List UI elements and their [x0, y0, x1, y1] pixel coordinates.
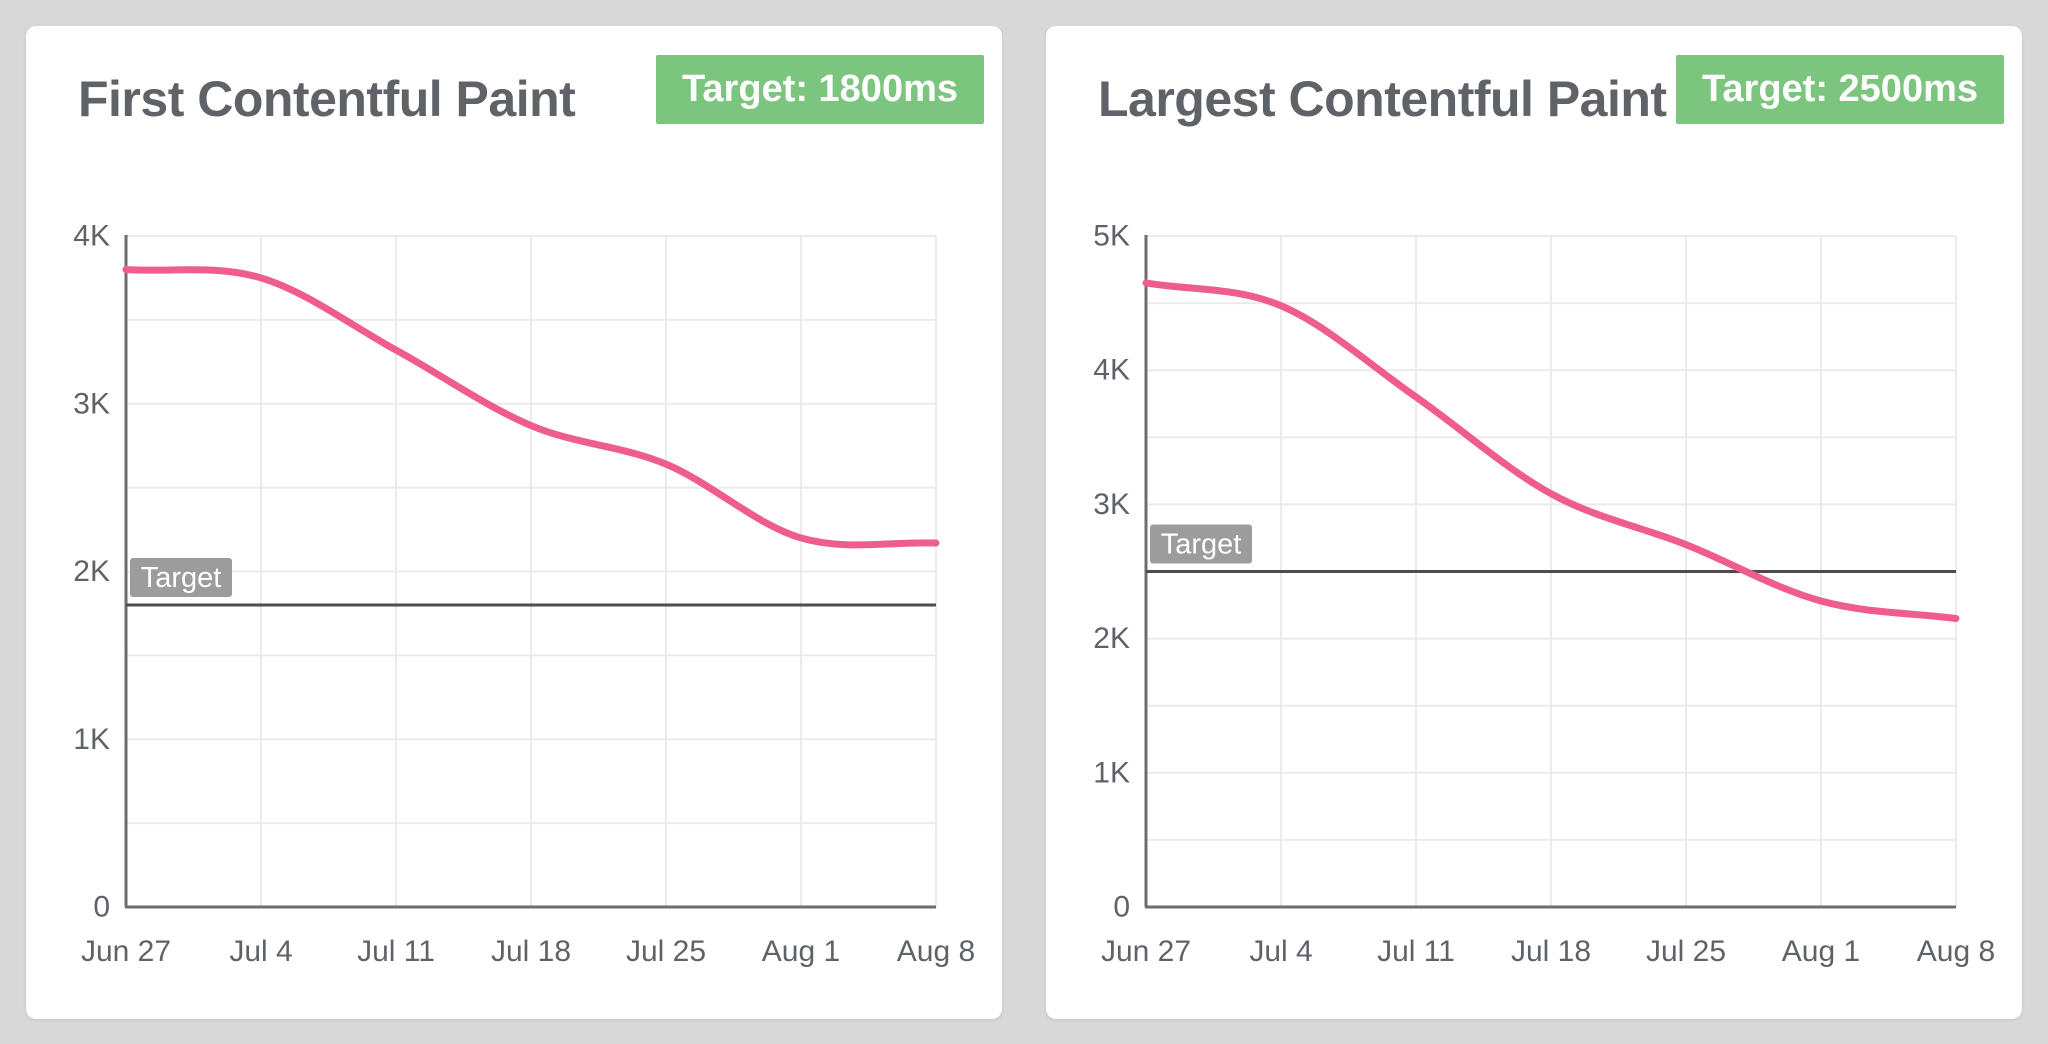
- svg-text:Target: Target: [1161, 529, 1242, 561]
- svg-text:Aug 8: Aug 8: [1917, 935, 1995, 968]
- svg-text:Jun 27: Jun 27: [81, 935, 171, 968]
- svg-text:3K: 3K: [1093, 488, 1130, 521]
- svg-text:Target: Target: [141, 562, 222, 594]
- svg-text:Jul 11: Jul 11: [357, 935, 435, 968]
- lcp-card: Largest Contentful Paint Target: 2500ms …: [1046, 26, 2022, 1019]
- svg-text:0: 0: [93, 891, 110, 924]
- svg-text:Jul 25: Jul 25: [1646, 935, 1726, 968]
- lcp-chart: Target 0 1K 2K 3K 4K 5K Jun 27 Jul 4 Jul 11 Jul 18…: [1093, 220, 1995, 969]
- svg-text:4K: 4K: [1093, 354, 1130, 387]
- svg-text:Aug 1: Aug 1: [1782, 935, 1860, 968]
- svg-text:Jul 4: Jul 4: [1249, 935, 1312, 968]
- svg-text:2K: 2K: [73, 555, 110, 588]
- lcp-card-title: Largest Contentful Paint: [1098, 71, 1667, 127]
- svg-text:4K: 4K: [73, 220, 110, 253]
- svg-text:Aug 1: Aug 1: [762, 935, 840, 968]
- svg-text:Jul 4: Jul 4: [229, 935, 292, 968]
- fcp-card-title: First Contentful Paint: [78, 71, 576, 127]
- lcp-target-badge: Target: 2500ms: [1676, 55, 2004, 124]
- svg-text:Jul 25: Jul 25: [626, 935, 706, 968]
- svg-text:5K: 5K: [1093, 220, 1130, 253]
- svg-text:2K: 2K: [1093, 622, 1130, 655]
- svg-text:Aug 8: Aug 8: [897, 935, 975, 968]
- svg-text:Jul 18: Jul 18: [491, 935, 571, 968]
- svg-text:Jul 11: Jul 11: [1377, 935, 1455, 968]
- fcp-target-badge: Target: 1800ms: [656, 55, 984, 124]
- fcp-chart: Target 0 1K 2K 3K 4K Jun 27 Jul 4 Jul 11 Jul 18 Ju…: [73, 220, 975, 969]
- svg-text:1K: 1K: [73, 723, 110, 756]
- svg-text:Jun 27: Jun 27: [1101, 935, 1191, 968]
- svg-text:1K: 1K: [1093, 756, 1130, 789]
- svg-text:Jul 18: Jul 18: [1511, 935, 1591, 968]
- svg-text:3K: 3K: [73, 387, 110, 420]
- fcp-card: First Contentful Paint Target: 1800ms Ta…: [26, 26, 1002, 1019]
- svg-text:0: 0: [1113, 891, 1130, 924]
